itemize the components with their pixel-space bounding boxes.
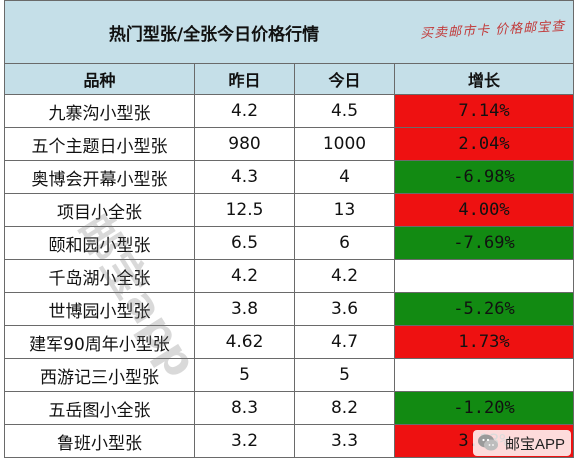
cell-today: 13 (294, 193, 395, 227)
cell-name: 九寨沟小型张 (4, 94, 195, 128)
cell-today: 4.5 (294, 94, 395, 128)
cell-gain: 2.04% (394, 127, 574, 161)
cell-name: 鲁班小型张 (4, 424, 195, 458)
cell-yesterday: 4.2 (194, 259, 295, 293)
chat-bubble-icon (477, 434, 498, 451)
cell-today: 3.6 (294, 292, 395, 326)
page-title: 热门型张/全张今日价格行情 (108, 24, 320, 45)
cell-name: 五岳图小全张 (4, 391, 195, 425)
column-header-name: 品种 (4, 63, 195, 95)
cell-gain (394, 358, 574, 392)
cell-yesterday: 4.3 (194, 160, 295, 194)
column-header-today: 今日 (294, 63, 395, 95)
cell-yesterday: 3.2 (194, 424, 295, 458)
price-table: 热门型张/全张今日价格行情 买卖邮市卡 价格邮宝查 品种 昨日 今日 增长 九寨… (4, 0, 574, 458)
app-badge: 邮宝APP (472, 430, 571, 456)
table-row: 千岛湖小全张 4.2 4.2 (4, 259, 574, 293)
column-header-gain: 增长 (394, 63, 574, 95)
table-row: 五岳图小全张 8.3 8.2 -1.20% (4, 391, 574, 425)
cell-gain: 4.00% (394, 193, 574, 227)
cell-today: 3.3 (294, 424, 395, 458)
cell-gain: -5.26% (394, 292, 574, 326)
cell-name: 世博园小型张 (4, 292, 195, 326)
table-row: 五个主题日小型张 980 1000 2.04% (4, 127, 574, 161)
cell-yesterday: 3.8 (194, 292, 295, 326)
cell-name: 西游记三小型张 (4, 358, 195, 392)
cell-yesterday: 4.62 (194, 325, 295, 359)
column-header-row: 品种 昨日 今日 增长 (4, 63, 574, 95)
cell-today: 6 (294, 226, 395, 260)
cell-yesterday: 980 (194, 127, 295, 161)
cell-name: 五个主题日小型张 (4, 127, 195, 161)
table-row: 项目小全张 12.5 13 4.00% (4, 193, 574, 227)
table-body: 九寨沟小型张 4.2 4.5 7.14% 五个主题日小型张 980 1000 2.04% 奥博会… (4, 94, 574, 458)
table-row: 九寨沟小型张 4.2 4.5 7.14% (4, 94, 574, 128)
cell-name: 奥博会开幕小型张 (4, 160, 195, 194)
cell-gain: 1.73% (394, 325, 574, 359)
table-row: 建军90周年小型张 4.62 4.7 1.73% (4, 325, 574, 359)
cell-today: 5 (294, 358, 395, 392)
cell-today: 4.7 (294, 325, 395, 359)
cell-yesterday: 5 (194, 358, 295, 392)
cell-yesterday: 4.2 (194, 94, 295, 128)
cell-name: 千岛湖小全张 (4, 259, 195, 293)
title-row: 热门型张/全张今日价格行情 买卖邮市卡 价格邮宝查 (4, 0, 574, 64)
cell-today: 4 (294, 160, 395, 194)
cell-gain: 7.14% (394, 94, 574, 128)
cell-gain (394, 259, 574, 293)
table-row: 西游记三小型张 5 5 (4, 358, 574, 392)
table-row: 颐和园小型张 6.5 6 -7.69% (4, 226, 574, 260)
cell-yesterday: 6.5 (194, 226, 295, 260)
cell-name: 颐和园小型张 (4, 226, 195, 260)
title-cell: 热门型张/全张今日价格行情 买卖邮市卡 价格邮宝查 (4, 0, 574, 64)
cell-gain: -7.69% (394, 226, 574, 260)
app-badge-label: 邮宝APP (504, 435, 565, 453)
cell-yesterday: 8.3 (194, 391, 295, 425)
cell-today: 4.2 (294, 259, 395, 293)
cell-name: 建军90周年小型张 (4, 325, 195, 359)
table-row: 世博园小型张 3.8 3.6 -5.26% (4, 292, 574, 326)
table-row: 奥博会开幕小型张 4.3 4 -6.98% (4, 160, 574, 194)
watermark-slogan: 买卖邮市卡 价格邮宝查 (419, 19, 566, 42)
cell-today: 1000 (294, 127, 395, 161)
column-header-yesterday: 昨日 (194, 63, 295, 95)
cell-today: 8.2 (294, 391, 395, 425)
cell-name: 项目小全张 (4, 193, 195, 227)
cell-yesterday: 12.5 (194, 193, 295, 227)
cell-gain: -6.98% (394, 160, 574, 194)
cell-gain: -1.20% (394, 391, 574, 425)
